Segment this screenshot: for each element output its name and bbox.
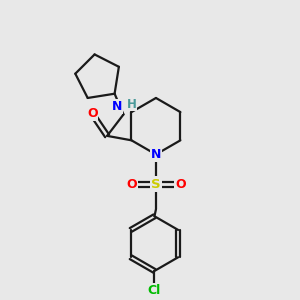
Text: O: O bbox=[175, 178, 186, 191]
Text: O: O bbox=[87, 107, 98, 120]
Text: O: O bbox=[126, 178, 137, 191]
Text: N: N bbox=[112, 100, 122, 113]
Text: H: H bbox=[126, 98, 136, 111]
Text: Cl: Cl bbox=[148, 284, 161, 297]
Text: S: S bbox=[151, 178, 161, 191]
Text: N: N bbox=[151, 148, 161, 161]
